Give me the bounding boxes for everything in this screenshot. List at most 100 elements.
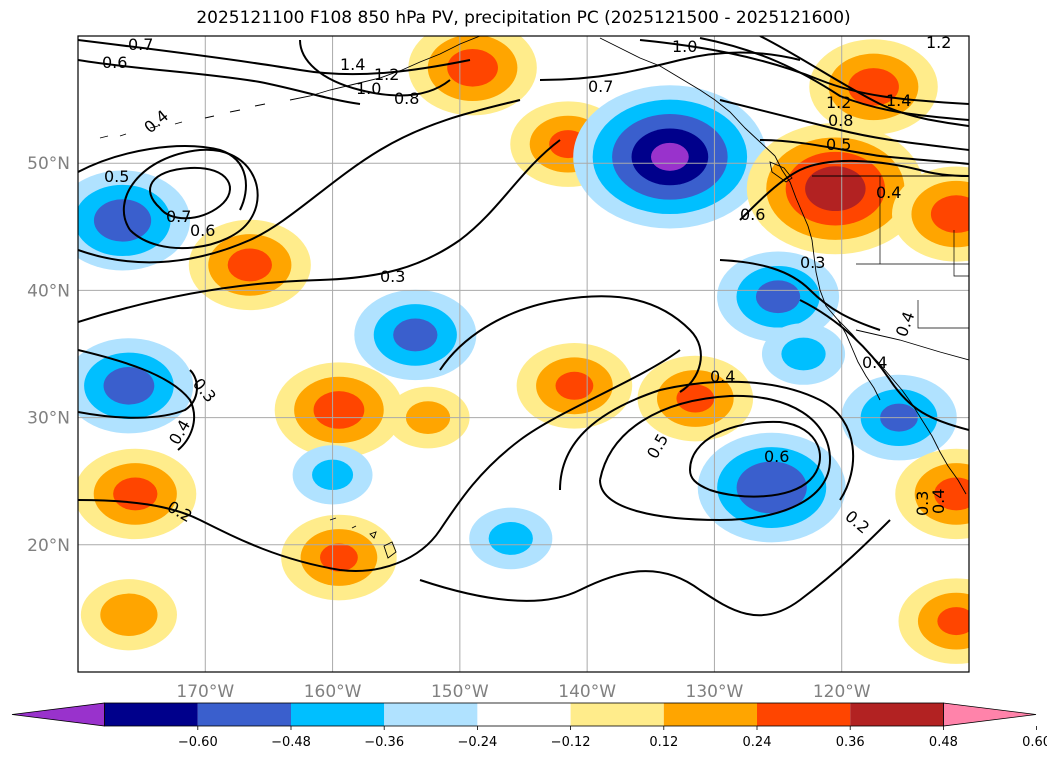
pv-contour-0.7-ne [539,51,801,81]
map-title: 2025121100 F108 850 hPa PV, precipitatio… [196,8,851,28]
precip-anomaly-blob [555,371,594,400]
colorbar-segment [850,703,944,726]
lon-tick-label: 170°W [176,682,234,702]
pv-contour-0.4-west [78,99,521,264]
precip-anomaly-blob [676,384,715,413]
lon-tick-label: 160°W [304,682,362,702]
pv-contour-label: 0.4 [862,353,887,372]
precip-anomaly-blob [736,461,807,514]
pv-contour-label: 1.2 [926,33,951,52]
colorbar-tick-label: 0.60 [1022,735,1047,750]
pv-contour-label: 0.8 [394,89,419,108]
pv-contour-label: 1.0 [356,79,381,98]
pv-contour-label: 0.6 [764,447,789,466]
pv-contour-label: 0.4 [710,367,735,386]
precip-anomaly-blob [393,318,438,352]
lat-tick-label: 30°N [27,409,70,429]
coastline-us-west [811,239,967,495]
colorbar-segment [477,703,571,726]
pv-contour-0.6-low [688,420,821,498]
precip-anomaly-blob [227,248,272,282]
colorbar-tick-label: −0.48 [271,735,311,750]
precip-anomaly-blob [488,522,533,555]
precip-anomaly-layer [78,36,969,664]
gridlines [78,36,969,672]
precip-anomaly-blob [755,280,801,314]
lat-tick-label: 20°N [27,536,70,556]
colorbar-tick-label: 0.36 [836,735,865,750]
lon-tick-label: 120°W [813,682,871,702]
state-borders [856,176,969,329]
pv-contour-label: 0.3 [380,267,405,286]
pv-contours [78,36,969,617]
pv-contour-0.4-central [559,380,855,501]
colorbar-tick-label: −0.60 [178,735,218,750]
precip-anomaly-blob [100,593,158,636]
coastline-aleutians [99,103,266,139]
precip-anomaly-blob [805,166,866,212]
pv-contour-label: 0.4 [876,183,901,202]
pv-contour-label: 0.7 [166,207,191,226]
pv-contour-0.5-central [599,394,832,522]
coastline-se-alaska [599,37,776,157]
precip-anomaly-blob [930,195,969,233]
colorbar-segment [757,703,851,726]
colorbar-segment [104,703,198,726]
pv-contour-label: 0.3 [913,491,932,516]
coastline-alaska-peninsula [289,36,481,101]
colorbar-tick-label: 0.24 [743,735,772,750]
pv-contour-0.4-nw-alaska [299,39,451,97]
pv-contour-label: 0.7 [128,35,153,54]
pv-contour-0.3-coast [719,259,881,331]
colorbar-segment [570,703,664,726]
pv-contour-0.8-ne [719,99,969,151]
colorbar: −0.60 −0.48 −0.36 −0.24 −0.12 0.12 0.24 0.36 0.4… [11,702,1047,750]
pv-contour-0.4-coast [799,299,969,431]
pv-contour-0.5-ne [759,139,969,165]
precip-anomaly-blob [447,49,498,87]
islands-hawaii [329,517,397,559]
lat-tick-label: 50°N [27,154,70,174]
colorbar-segment [197,703,291,726]
precip-anomaly-blob [320,543,358,572]
lon-tick-label: 130°W [686,682,744,702]
colorbar-tick-label: 0.12 [649,735,678,750]
colorbar-extend-min [11,702,105,727]
pv-contour-label: 1.0 [672,37,697,56]
pv-contour-label: 0.7 [588,77,613,96]
pv-contour-0.5-west [78,145,247,211]
precip-anomaly-blob [650,142,689,171]
pv-contour-label: 0.5 [826,135,851,154]
pv-contour-0.2-south [78,349,681,572]
pv-contour-0.3-south [78,369,198,419]
colorbar-tick-label: −0.36 [364,735,404,750]
coastlines [99,36,969,559]
pv-contour-0.6-north [78,59,361,105]
pv-contour-0.3-central [439,295,702,393]
precip-anomaly-blob [937,607,969,636]
colorbar-tick-label: −0.24 [457,735,497,750]
pv-contour-label: 0.8 [828,111,853,130]
border-us-mexico [855,329,969,361]
pv-contour-1.2-ne [699,37,969,121]
lat-tick-label: 40°N [27,281,70,301]
pv-contour-1.4-ne [759,36,969,127]
colorbar-tick-label: 0.48 [929,735,958,750]
pv-contour-0.4-mid [78,349,196,451]
pv-contour-0.6-ne [739,160,969,221]
lon-tick-label: 140°W [558,682,616,702]
precip-anomaly-blob [103,367,155,405]
colorbar-segment [663,703,757,726]
map-frame [77,35,970,673]
pv-contour-label: 1.4 [340,55,365,74]
colorbar-segment [384,703,478,726]
coastline-baja [837,319,881,401]
pv-contour-1.0-ne [639,39,969,105]
pv-contour-label: 1.4 [886,91,911,110]
island-vancouver [769,161,793,183]
pv-contour-0.6-west-loop [122,148,259,250]
pv-contour-label: 0.6 [190,221,215,240]
pv-contour-label: 0.3 [800,253,825,272]
pv-contour-label: 0.5 [104,167,129,186]
axis-labels: 170°W 160°W 150°W 140°W 130°W 120°W 50°N 40°N 30… [27,154,871,702]
